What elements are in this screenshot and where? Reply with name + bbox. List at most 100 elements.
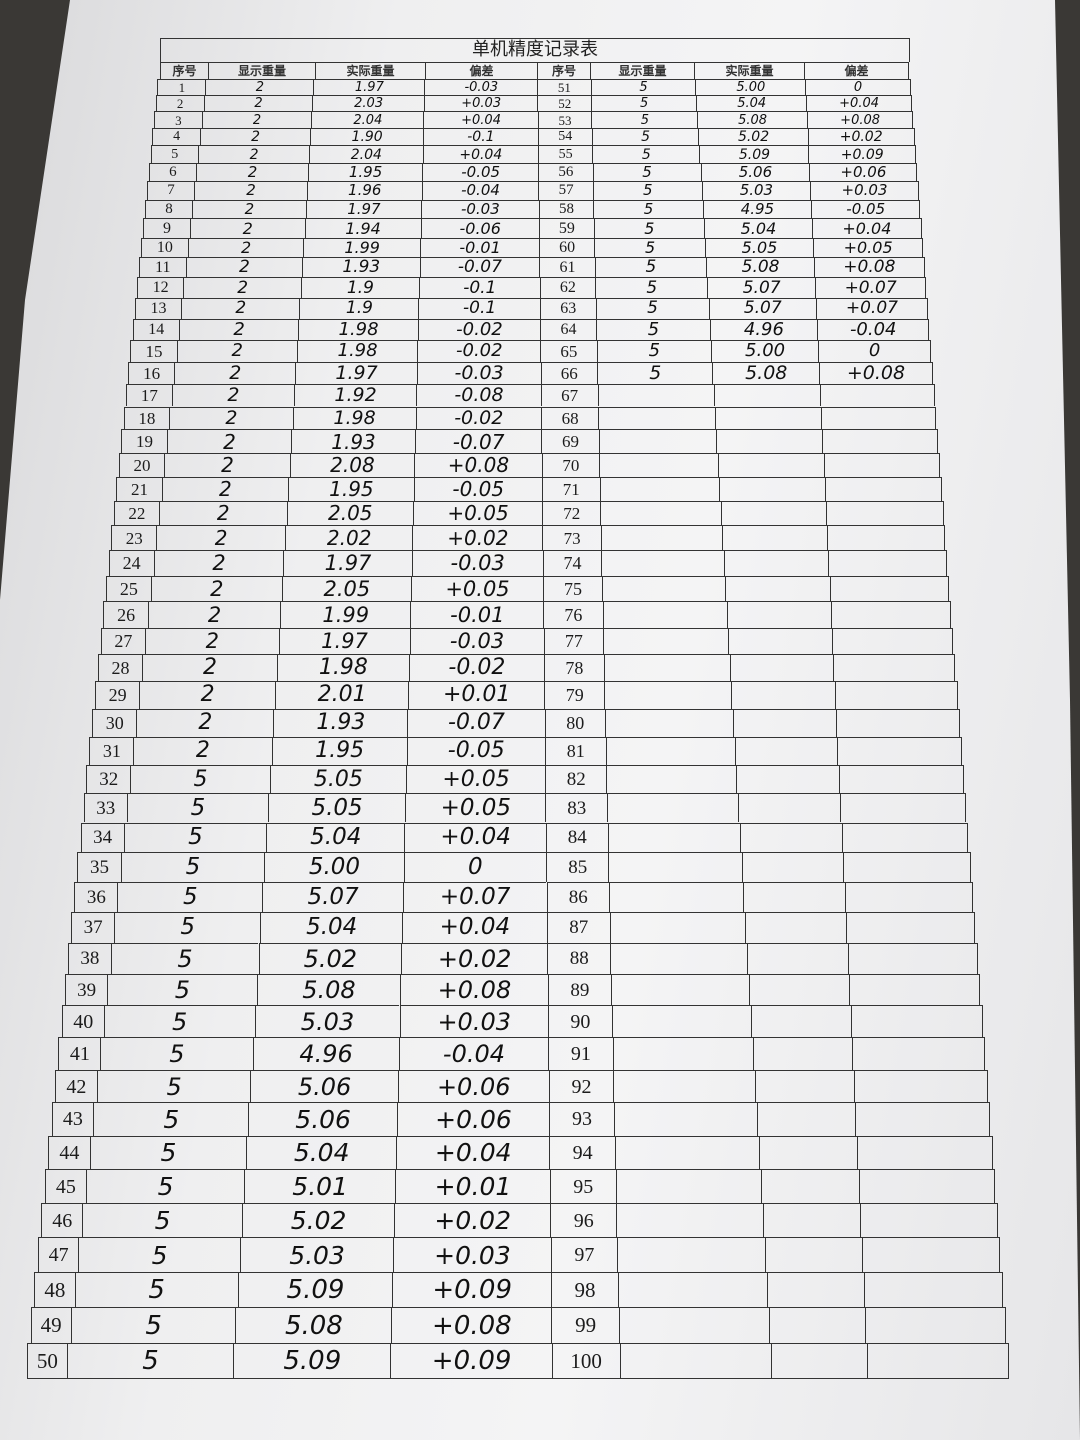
left-deviation-cell: +0.04 (396, 1135, 550, 1170)
right-deviation-cell (852, 1037, 986, 1070)
right-seq-no-cell: 94 (549, 1135, 615, 1170)
right-deviation-cell (847, 942, 978, 974)
left-seq-no-cell: 26 (103, 601, 148, 628)
left-seq-no-cell: 20 (118, 452, 165, 477)
header-left-seq-no: 序号 (160, 62, 208, 79)
left-display-weight-cell: 2 (166, 429, 292, 453)
left-display-weight-cell: 2 (196, 163, 309, 182)
right-actual-weight-cell: 4.96 (709, 318, 817, 341)
form-title: 单机精度记录表 (160, 38, 910, 62)
left-actual-weight-cell: 1.95 (271, 736, 407, 765)
left-deviation-cell: +0.08 (414, 452, 542, 477)
right-display-weight-cell (607, 822, 740, 852)
left-seq-no-cell: 10 (140, 237, 188, 258)
left-seq-no-cell: 24 (108, 550, 154, 576)
left-display-weight-cell: 5 (127, 793, 268, 823)
right-deviation-cell: 0 (805, 79, 911, 95)
right-deviation-cell (858, 1169, 996, 1204)
right-deviation-cell (841, 822, 969, 852)
right-display-weight-cell (612, 1037, 753, 1070)
left-deviation-cell: -0.04 (398, 1037, 549, 1070)
left-seq-no-cell: 22 (113, 500, 160, 526)
left-deviation-cell: +0.02 (401, 942, 548, 974)
left-actual-weight-cell: 4.96 (252, 1037, 399, 1070)
right-deviation-cell (821, 406, 937, 430)
right-seq-no-cell: 54 (537, 128, 592, 146)
right-deviation-cell: +0.05 (813, 237, 924, 258)
right-deviation-cell (832, 627, 954, 655)
left-display-weight-cell: 5 (82, 1203, 242, 1238)
right-display-weight-cell (614, 1102, 757, 1136)
left-actual-weight-cell: 2.08 (289, 452, 415, 477)
left-deviation-cell: +0.05 (405, 793, 546, 823)
right-deviation-cell (822, 429, 939, 453)
left-deviation-cell: 0 (403, 851, 547, 882)
right-actual-weight-cell: 5.04 (696, 95, 806, 112)
left-seq-no-cell: 7 (146, 181, 195, 200)
left-seq-no-cell: 33 (83, 793, 127, 823)
right-display-weight-cell (608, 851, 742, 882)
right-deviation-cell (843, 851, 971, 882)
right-deviation-cell (856, 1135, 993, 1170)
left-actual-weight-cell: 1.97 (283, 550, 412, 576)
right-deviation-cell (829, 575, 950, 602)
left-seq-no-cell: 18 (123, 406, 170, 430)
left-deviation-cell: +0.08 (400, 973, 548, 1006)
right-display-weight-cell: 5 (592, 181, 702, 200)
left-seq-no-cell: 21 (116, 476, 162, 501)
left-deviation-cell: +0.03 (399, 1005, 548, 1038)
left-display-weight-cell: 5 (96, 1069, 251, 1103)
left-deviation-cell: -0.1 (418, 297, 540, 319)
right-display-weight-cell (611, 973, 749, 1006)
left-seq-no-cell: 40 (61, 1005, 104, 1038)
right-deviation-cell: +0.06 (809, 163, 918, 182)
left-seq-no-cell: 46 (41, 1203, 83, 1238)
left-display-weight-cell: 5 (78, 1237, 240, 1273)
right-seq-no-cell: 95 (549, 1169, 616, 1204)
left-seq-no-cell: 48 (34, 1272, 75, 1308)
left-deviation-cell: -0.03 (416, 361, 541, 384)
left-actual-weight-cell: 1.99 (303, 237, 421, 258)
left-deviation-cell: +0.04 (404, 822, 546, 852)
left-deviation-cell: -0.02 (417, 340, 541, 362)
right-deviation-cell: +0.08 (806, 111, 914, 129)
right-actual-weight-cell: 5.00 (711, 340, 819, 362)
right-display-weight-cell (613, 1069, 755, 1103)
left-actual-weight-cell: 1.9 (299, 297, 419, 319)
right-deviation-cell (846, 912, 976, 943)
right-display-weight-cell: 5 (592, 145, 700, 164)
left-display-weight-cell: 2 (199, 128, 311, 146)
right-actual-weight-cell (729, 654, 834, 682)
right-display-weight-cell (601, 575, 726, 602)
left-deviation-cell: -0.01 (410, 601, 544, 628)
right-actual-weight-cell (760, 1169, 859, 1204)
left-seq-no-cell: 34 (80, 822, 124, 852)
right-seq-no-cell: 60 (539, 237, 595, 258)
right-display-weight-cell (610, 942, 748, 974)
left-deviation-cell: +0.08 (391, 1307, 552, 1343)
right-deviation-cell (838, 764, 964, 794)
left-actual-weight-cell: 1.98 (296, 340, 418, 362)
left-seq-no-cell: 30 (92, 708, 137, 737)
right-display-weight-cell: 5 (590, 95, 697, 112)
left-seq-no-cell: 2 (155, 95, 204, 112)
right-seq-no-cell: 88 (547, 942, 611, 974)
right-deviation-cell (850, 1005, 983, 1038)
left-deviation-cell: +0.03 (393, 1237, 551, 1273)
left-seq-no-cell: 42 (55, 1069, 97, 1103)
right-actual-weight-cell (716, 429, 823, 453)
left-actual-weight-cell: 1.94 (304, 218, 421, 238)
right-seq-no-cell: 56 (538, 163, 593, 182)
right-deviation-cell (840, 793, 967, 823)
right-deviation-cell (825, 500, 944, 526)
right-seq-no-cell: 76 (543, 601, 603, 628)
right-actual-weight-cell (728, 627, 833, 655)
right-seq-no-cell: 70 (541, 452, 600, 477)
left-display-weight-cell: 2 (171, 383, 294, 407)
left-actual-weight-cell: 5.04 (266, 822, 405, 852)
right-actual-weight-cell (747, 942, 848, 974)
right-actual-weight-cell (731, 681, 835, 709)
left-actual-weight-cell: 1.93 (273, 708, 408, 737)
right-deviation-cell (855, 1102, 991, 1136)
left-deviation-cell: -0.07 (407, 708, 545, 737)
